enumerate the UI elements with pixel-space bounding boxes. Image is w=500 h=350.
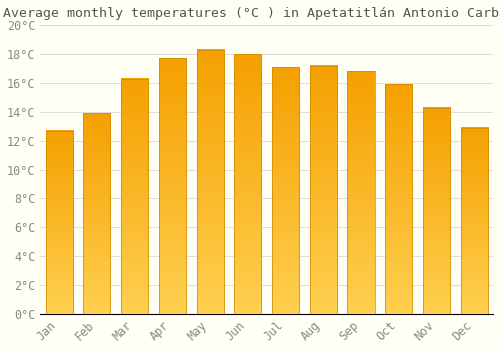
Bar bbox=[310, 66, 337, 314]
Bar bbox=[348, 71, 374, 314]
Bar bbox=[121, 79, 148, 314]
Title: Average monthly temperatures (°C ) in Apetatitlán Antonio Carbajal: Average monthly temperatures (°C ) in Ap… bbox=[2, 7, 500, 20]
Bar bbox=[385, 84, 412, 314]
Bar bbox=[159, 58, 186, 314]
Bar bbox=[84, 113, 110, 314]
Bar bbox=[460, 128, 488, 314]
Bar bbox=[234, 54, 262, 314]
Bar bbox=[423, 107, 450, 314]
Bar bbox=[196, 50, 224, 314]
Bar bbox=[46, 131, 73, 314]
Bar bbox=[272, 67, 299, 314]
